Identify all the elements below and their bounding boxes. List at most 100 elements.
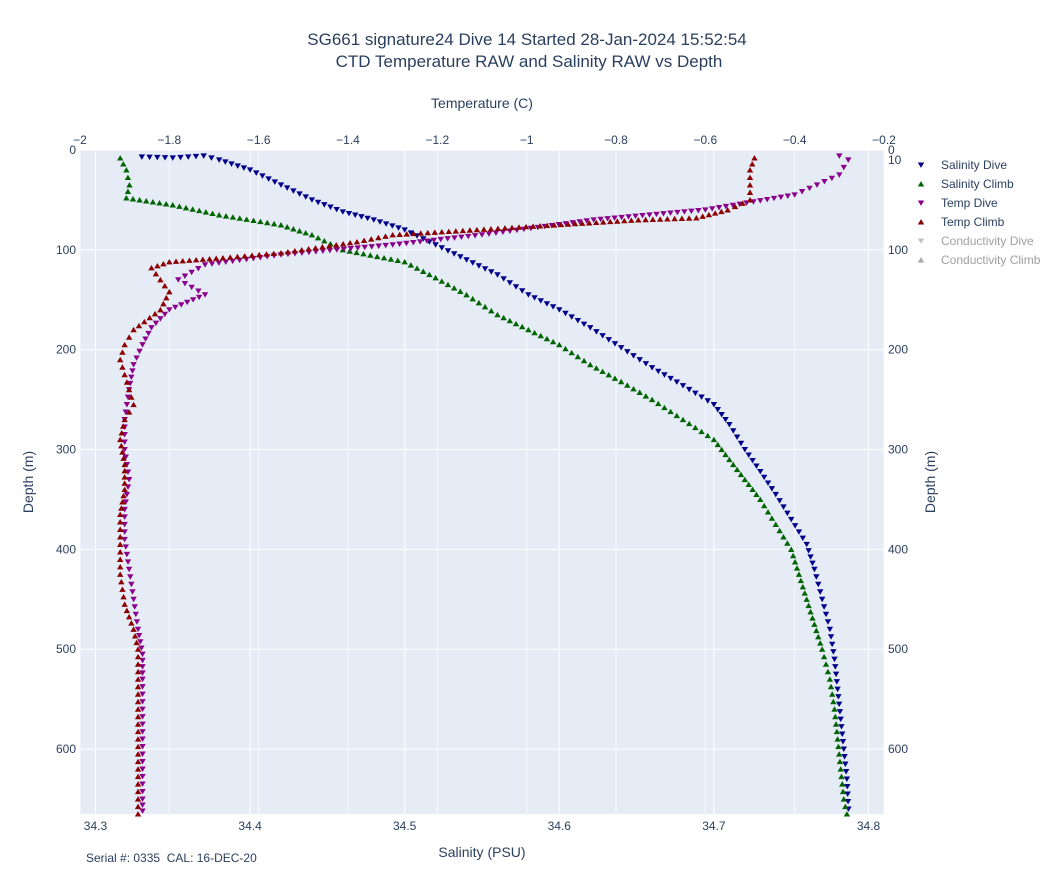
data-point bbox=[737, 471, 745, 478]
data-point bbox=[134, 736, 142, 742]
data-point bbox=[830, 698, 837, 705]
temperature-tick-label: −1.8 bbox=[157, 133, 181, 147]
data-point bbox=[574, 353, 582, 360]
data-point bbox=[840, 796, 847, 802]
legend-item[interactable]: Salinity Climb bbox=[917, 177, 1014, 191]
data-point bbox=[121, 601, 128, 607]
data-point bbox=[844, 783, 851, 790]
data-point bbox=[314, 199, 322, 206]
temperature-tick-label: −1 bbox=[520, 133, 534, 147]
data-point bbox=[123, 551, 131, 558]
legend-item[interactable]: Conductivity Climb bbox=[917, 253, 1041, 267]
data-point bbox=[599, 368, 606, 375]
data-point bbox=[494, 225, 502, 232]
data-point bbox=[321, 202, 328, 208]
data-point bbox=[196, 207, 203, 214]
data-point bbox=[842, 769, 850, 775]
data-point bbox=[370, 217, 377, 223]
left-axis-title: Depth (m) bbox=[20, 451, 36, 513]
legend-item[interactable]: Salinity Dive bbox=[917, 158, 1008, 172]
data-point bbox=[494, 272, 501, 278]
data-point bbox=[195, 288, 202, 294]
data-point bbox=[118, 430, 125, 436]
data-point bbox=[410, 230, 417, 237]
data-point bbox=[117, 511, 124, 518]
data-point bbox=[124, 394, 132, 401]
salinity-tick-label: 34.3 bbox=[84, 819, 108, 833]
data-point bbox=[757, 198, 764, 204]
legend-item[interactable]: Temp Climb bbox=[917, 215, 1005, 229]
data-point bbox=[593, 365, 600, 371]
data-point bbox=[312, 249, 320, 255]
data-point bbox=[134, 811, 142, 817]
legend-item[interactable]: Conductivity Dive bbox=[917, 234, 1034, 248]
data-point bbox=[745, 481, 752, 488]
data-point bbox=[813, 182, 821, 188]
data-point bbox=[836, 758, 844, 765]
data-point bbox=[129, 589, 136, 595]
data-point bbox=[143, 198, 150, 204]
data-point bbox=[543, 335, 551, 342]
data-point bbox=[444, 236, 451, 242]
data-point bbox=[438, 278, 445, 284]
data-point bbox=[134, 751, 142, 757]
triangle-up-icon bbox=[917, 181, 925, 187]
data-point bbox=[161, 282, 169, 289]
data-point bbox=[184, 299, 191, 306]
depth-tick-label-right: 600 bbox=[888, 742, 908, 756]
legend-item[interactable]: Temp Dive bbox=[917, 196, 998, 210]
data-point bbox=[805, 548, 812, 554]
temperature-tick-label: −1.2 bbox=[425, 133, 449, 147]
data-point bbox=[134, 773, 142, 780]
data-point bbox=[134, 766, 142, 772]
triangle-down-icon bbox=[917, 238, 925, 244]
data-point bbox=[726, 456, 733, 463]
data-point bbox=[557, 221, 565, 228]
legend[interactable]: Salinity Dive Salinity Climb Temp Dive Temp… bbox=[917, 158, 1041, 267]
data-point bbox=[296, 227, 303, 234]
data-point bbox=[133, 355, 140, 361]
data-point bbox=[824, 619, 832, 625]
data-point bbox=[605, 337, 612, 343]
data-point bbox=[290, 226, 297, 232]
data-point bbox=[407, 230, 415, 236]
depth-tick-label-left: 300 bbox=[56, 443, 76, 457]
data-point bbox=[123, 379, 131, 385]
chart-title: SG661 signature24 Dive 14 Started 28-Jan… bbox=[307, 30, 746, 49]
data-point bbox=[189, 206, 196, 212]
data-point bbox=[537, 298, 544, 304]
data-point bbox=[722, 417, 729, 423]
data-point bbox=[763, 196, 771, 203]
legend-label: Temp Climb bbox=[941, 215, 1005, 229]
data-point bbox=[353, 238, 361, 245]
data-point bbox=[655, 400, 662, 407]
data-point bbox=[661, 404, 668, 411]
data-point bbox=[818, 596, 826, 603]
data-point bbox=[177, 154, 184, 161]
data-point bbox=[134, 796, 142, 802]
data-point bbox=[192, 153, 200, 160]
data-point bbox=[176, 203, 183, 209]
data-point bbox=[506, 280, 514, 286]
data-point bbox=[134, 721, 142, 727]
data-point bbox=[835, 694, 842, 700]
data-point bbox=[457, 288, 464, 294]
data-point bbox=[692, 424, 699, 431]
data-point bbox=[741, 446, 749, 453]
data-point bbox=[139, 808, 146, 814]
data-point bbox=[132, 611, 140, 618]
data-point bbox=[488, 307, 495, 314]
data-point bbox=[134, 683, 142, 690]
data-point bbox=[789, 552, 797, 559]
data-point bbox=[117, 556, 124, 562]
data-point bbox=[148, 264, 155, 271]
data-point bbox=[229, 258, 236, 265]
data-point bbox=[639, 212, 646, 219]
depth-tick-label-left: 0 bbox=[69, 143, 76, 157]
data-point bbox=[135, 632, 143, 639]
data-point bbox=[833, 679, 841, 685]
data-point bbox=[452, 228, 460, 234]
data-point bbox=[353, 249, 360, 256]
data-point bbox=[562, 345, 569, 352]
data-point bbox=[632, 213, 639, 220]
